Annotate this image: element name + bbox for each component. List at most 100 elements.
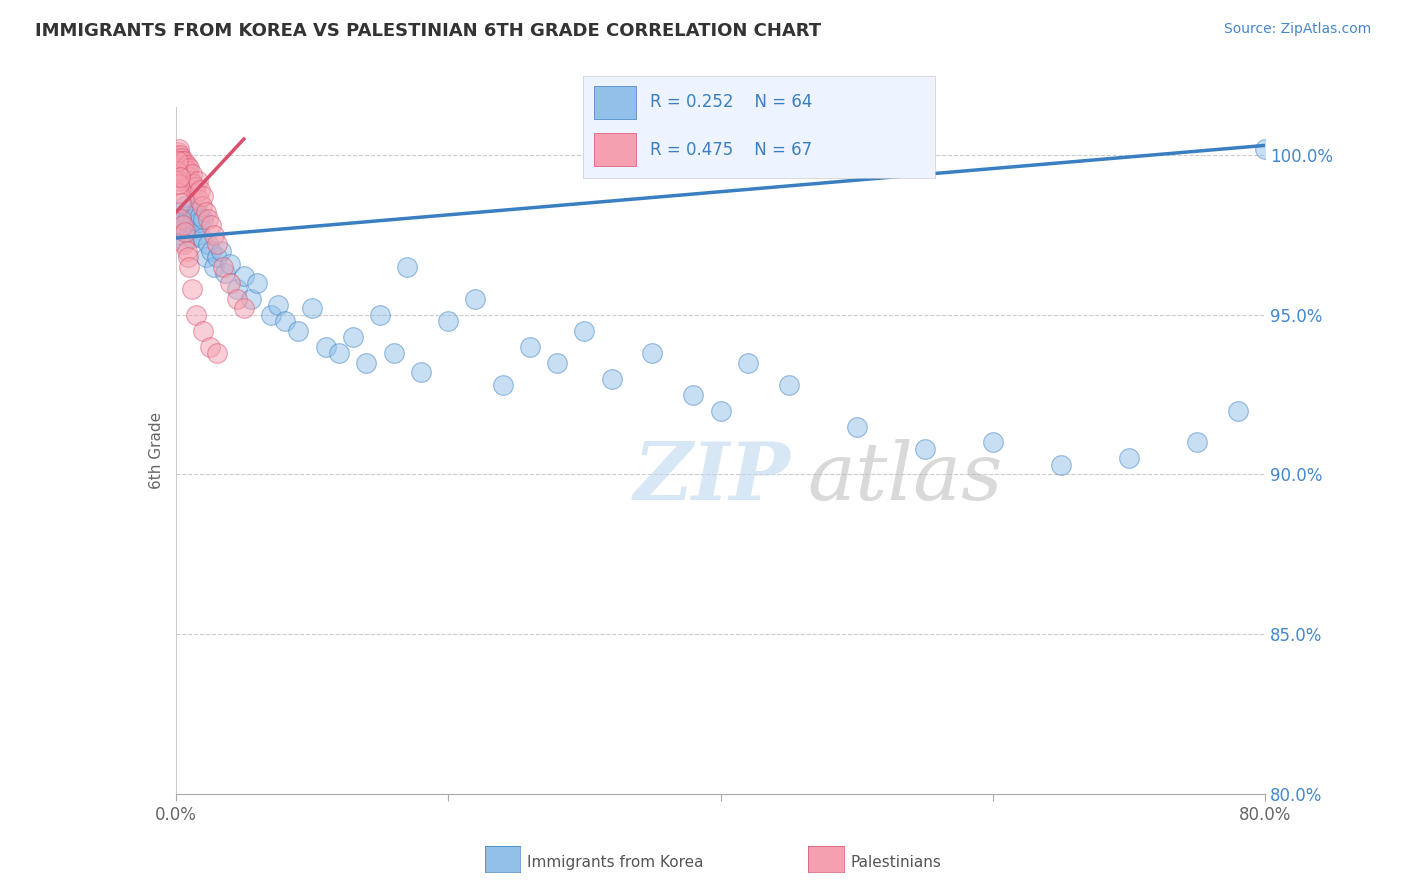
Point (169, 148, 191, 162)
Point (166, 154, 188, 169)
Point (165, 164, 187, 178)
Point (173, 237, 195, 252)
Point (188, 183, 211, 197)
Point (173, 154, 195, 169)
Point (186, 205, 208, 219)
Point (179, 225, 201, 239)
Point (194, 205, 217, 219)
Point (174, 161, 197, 175)
Point (187, 193, 209, 207)
Point (172, 219, 194, 233)
Point (173, 234, 195, 248)
Point (169, 205, 191, 219)
Point (169, 154, 191, 169)
Point (200, 244, 222, 258)
Point (194, 250, 217, 264)
Point (197, 237, 219, 252)
Point (186, 186, 208, 201)
Point (177, 250, 200, 264)
Text: IMMIGRANTS FROM KOREA VS PALESTINIAN 6TH GRADE CORRELATION CHART: IMMIGRANTS FROM KOREA VS PALESTINIAN 6TH… (35, 22, 821, 40)
Point (1187, 435, 1209, 450)
Point (167, 219, 190, 233)
Point (1227, 403, 1250, 417)
FancyBboxPatch shape (593, 133, 637, 166)
Point (169, 195, 191, 210)
Point (219, 276, 242, 290)
Point (166, 173, 188, 187)
Point (173, 173, 195, 187)
Point (778, 378, 800, 392)
Point (301, 301, 323, 316)
Point (186, 308, 208, 322)
Text: R = 0.475    N = 67: R = 0.475 N = 67 (650, 141, 813, 159)
Point (167, 142, 190, 156)
Text: atlas: atlas (807, 439, 1002, 516)
Point (174, 225, 197, 239)
Point (174, 167, 197, 181)
Point (205, 250, 228, 264)
Point (170, 154, 193, 169)
Point (177, 170, 200, 185)
Point (170, 211, 193, 226)
Point (212, 260, 235, 274)
Point (641, 346, 664, 360)
Point (205, 237, 228, 252)
Point (167, 167, 190, 181)
Point (260, 308, 283, 322)
Point (191, 189, 214, 203)
Point (172, 167, 194, 181)
Point (232, 301, 254, 316)
Point (172, 164, 194, 178)
Point (170, 170, 193, 185)
Y-axis label: 6th Grade: 6th Grade (149, 412, 165, 489)
Point (239, 292, 262, 306)
Point (176, 244, 198, 258)
Point (219, 256, 242, 270)
Point (981, 435, 1004, 450)
Point (396, 260, 419, 274)
Point (328, 346, 350, 360)
Point (191, 324, 214, 338)
Point (737, 356, 759, 370)
Point (190, 231, 212, 245)
Point (287, 324, 309, 338)
Point (464, 292, 486, 306)
Point (226, 292, 249, 306)
Point (356, 356, 378, 370)
Point (914, 442, 936, 456)
Point (382, 346, 405, 360)
Point (267, 298, 290, 312)
Point (181, 167, 204, 181)
Point (170, 151, 193, 165)
Point (200, 219, 222, 233)
Point (1118, 451, 1140, 466)
Text: Source: ZipAtlas.com: Source: ZipAtlas.com (1223, 22, 1371, 37)
Point (170, 161, 193, 175)
Point (492, 378, 515, 392)
Point (179, 161, 201, 175)
Point (437, 314, 460, 328)
Point (166, 161, 188, 175)
Point (166, 154, 188, 169)
Point (187, 215, 209, 229)
Point (184, 221, 207, 235)
Point (202, 260, 225, 274)
Point (274, 314, 297, 328)
Text: ZIP: ZIP (633, 439, 790, 516)
FancyBboxPatch shape (593, 87, 637, 119)
Point (177, 209, 200, 223)
Point (180, 202, 202, 217)
Point (166, 145, 188, 159)
Point (682, 387, 704, 401)
Point (172, 157, 194, 171)
Point (176, 177, 198, 191)
Point (180, 173, 202, 187)
Point (167, 186, 190, 201)
Point (177, 164, 200, 178)
Point (181, 282, 204, 296)
Point (169, 157, 191, 171)
Point (176, 157, 198, 171)
Point (246, 276, 269, 290)
Point (214, 266, 236, 280)
Point (188, 209, 211, 223)
